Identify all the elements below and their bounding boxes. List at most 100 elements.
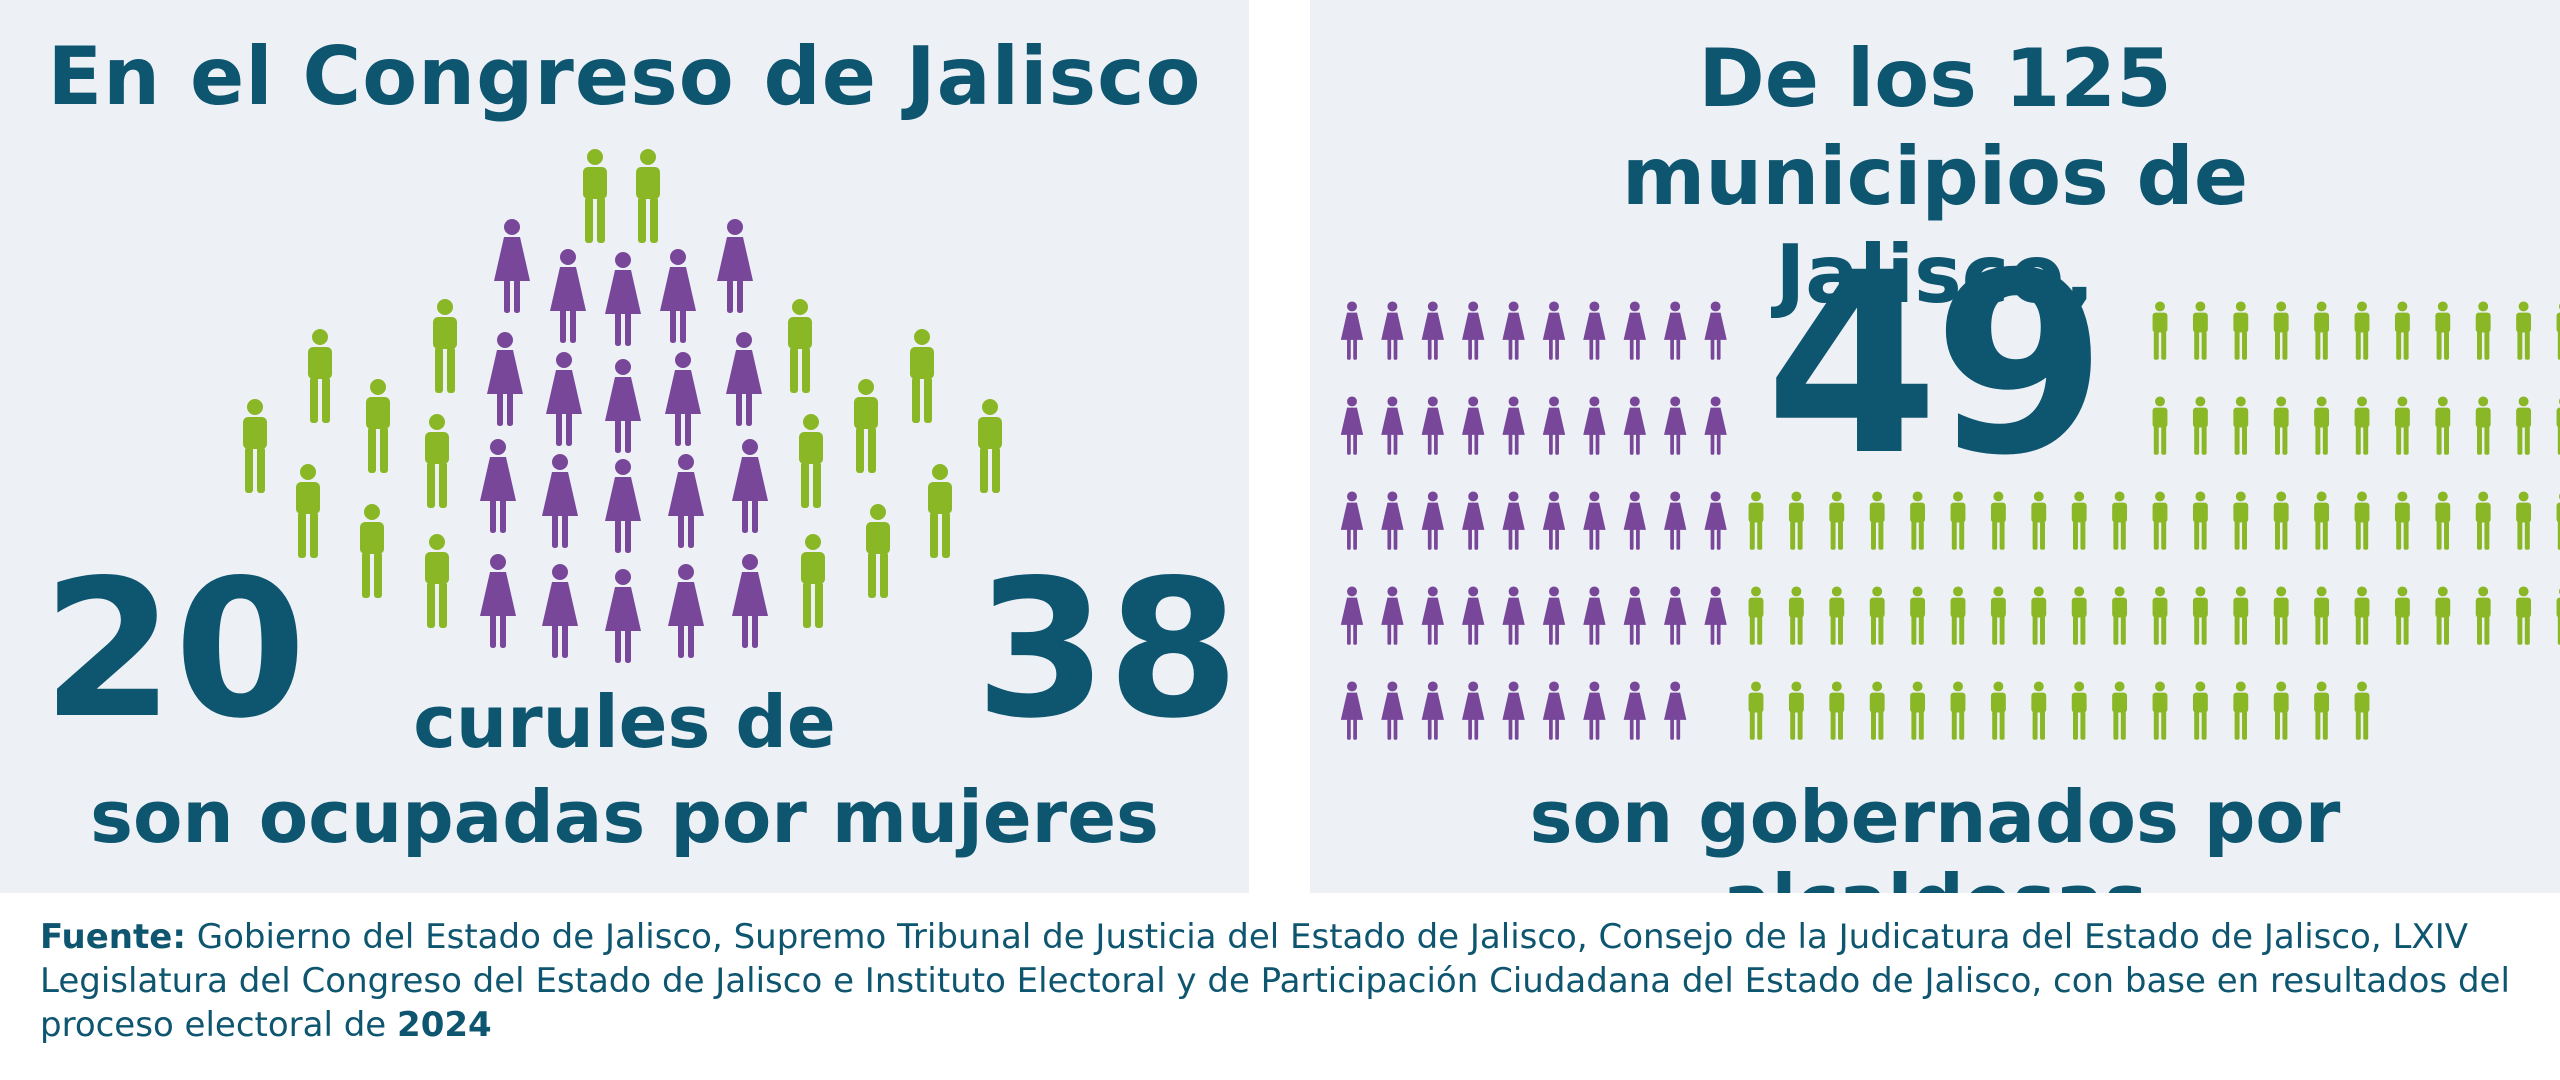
man-icon — [2112, 491, 2127, 549]
woman-icon — [1543, 301, 1565, 359]
man-icon — [1951, 586, 1966, 644]
man-icon — [2233, 586, 2248, 644]
man-icon — [910, 329, 934, 423]
woman-icon — [1341, 681, 1363, 739]
man-icon — [308, 329, 332, 423]
man-icon — [2233, 681, 2248, 739]
woman-icon — [726, 332, 762, 426]
man-icon — [2516, 491, 2531, 549]
woman-icon — [1341, 491, 1363, 549]
man-icon — [2435, 586, 2450, 644]
woman-icon — [1704, 396, 1726, 454]
woman-icon — [1583, 681, 1605, 739]
man-icon — [1749, 491, 1764, 549]
woman-icon — [1462, 681, 1484, 739]
woman-icon — [1704, 586, 1726, 644]
woman-icon — [1422, 396, 1444, 454]
man-icon — [2476, 396, 2491, 454]
man-icon — [1870, 681, 1885, 739]
man-icon — [2355, 491, 2370, 549]
woman-icon — [1422, 491, 1444, 549]
man-icon — [2153, 396, 2168, 454]
woman-icon — [1624, 586, 1646, 644]
man-icon — [2314, 491, 2329, 549]
seats-middle-text: curules de — [0, 680, 1249, 764]
man-icon — [2516, 586, 2531, 644]
man-icon — [2274, 586, 2289, 644]
man-icon — [2395, 301, 2410, 359]
man-icon — [2314, 681, 2329, 739]
woman-icon — [605, 252, 641, 346]
man-icon — [2031, 681, 2046, 739]
woman-icon — [668, 564, 704, 658]
woman-icon — [605, 569, 641, 663]
woman-icon — [480, 439, 516, 533]
man-icon — [2072, 681, 2087, 739]
man-icon — [2233, 396, 2248, 454]
woman-icon — [1422, 586, 1444, 644]
woman-icon — [1502, 681, 1524, 739]
woman-icon — [1381, 491, 1403, 549]
woman-icon — [1502, 586, 1524, 644]
woman-icon — [605, 359, 641, 453]
woman-icon — [542, 564, 578, 658]
woman-icon — [1583, 586, 1605, 644]
man-icon — [2395, 586, 2410, 644]
man-icon — [1829, 586, 1844, 644]
man-icon — [2314, 586, 2329, 644]
man-icon — [636, 149, 660, 243]
man-icon — [2153, 491, 2168, 549]
woman-icon — [1543, 491, 1565, 549]
woman-icon — [494, 219, 530, 313]
source-year: 2024 — [397, 1005, 492, 1045]
man-icon — [799, 414, 823, 508]
man-icon — [1789, 586, 1804, 644]
woman-icon — [1704, 301, 1726, 359]
woman-icon — [542, 454, 578, 548]
woman-icon — [1664, 301, 1686, 359]
woman-icon — [1583, 301, 1605, 359]
woman-icon — [1664, 491, 1686, 549]
woman-icon — [1381, 586, 1403, 644]
man-icon — [788, 299, 812, 393]
woman-icon — [732, 439, 768, 533]
man-icon — [2355, 301, 2370, 359]
woman-icon — [1624, 681, 1646, 739]
woman-icon — [732, 554, 768, 648]
municipalities-panel: De los 125 municipios de Jalisco, 49 son… — [1310, 0, 2560, 893]
woman-icon — [1583, 491, 1605, 549]
man-icon — [2274, 301, 2289, 359]
man-icon — [978, 399, 1002, 493]
man-icon — [2476, 491, 2491, 549]
woman-icon — [1422, 681, 1444, 739]
woman-icon — [605, 459, 641, 553]
man-icon — [2233, 491, 2248, 549]
woman-icon — [1341, 396, 1363, 454]
woman-icon — [1664, 396, 1686, 454]
man-icon — [1910, 681, 1925, 739]
woman-icon — [550, 249, 586, 343]
man-icon — [2435, 396, 2450, 454]
man-icon — [2193, 491, 2208, 549]
woman-icon — [660, 249, 696, 343]
woman-icon — [1543, 681, 1565, 739]
woman-icon — [1624, 491, 1646, 549]
man-icon — [425, 534, 449, 628]
woman-icon — [1664, 586, 1686, 644]
man-icon — [801, 534, 825, 628]
woman-icon — [1624, 301, 1646, 359]
woman-icon — [1664, 681, 1686, 739]
source-label: Fuente: — [40, 917, 186, 957]
woman-icon — [1543, 586, 1565, 644]
man-icon — [2274, 396, 2289, 454]
man-icon — [2476, 301, 2491, 359]
man-icon — [2355, 586, 2370, 644]
man-icon — [2557, 301, 2560, 359]
man-icon — [2153, 586, 2168, 644]
man-icon — [854, 379, 878, 473]
man-icon — [2193, 586, 2208, 644]
man-icon — [2274, 681, 2289, 739]
woman-icon — [1462, 396, 1484, 454]
woman-icon — [1422, 301, 1444, 359]
man-icon — [1829, 681, 1844, 739]
